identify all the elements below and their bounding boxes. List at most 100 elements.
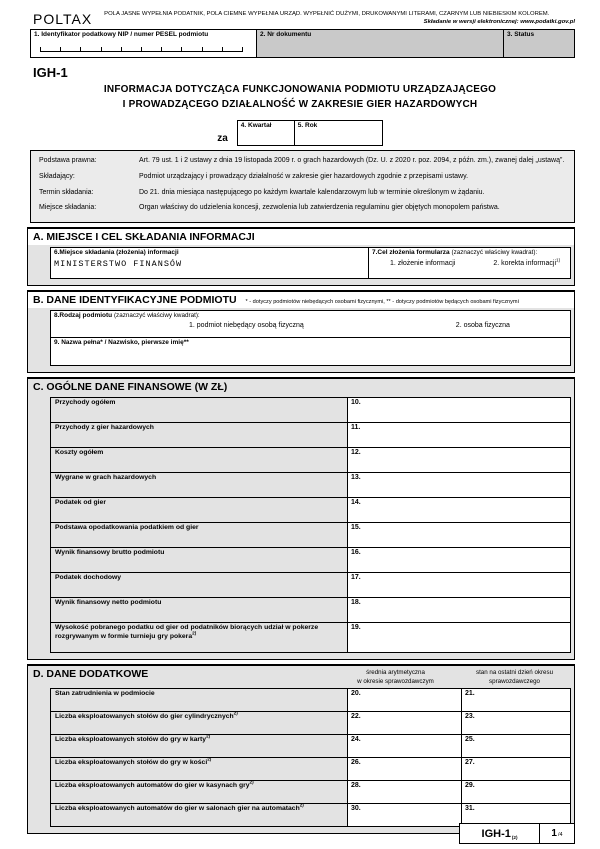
field-12[interactable]: 12. — [348, 448, 570, 473]
form-title: INFORMACJA DOTYCZĄCA FUNKCJONOWANIA PODM… — [0, 83, 600, 112]
legal-place-text: Organ właściwy do udzielenia koncesji, z… — [139, 204, 500, 212]
section-b: B. DANE IDENTYFIKACYJNE PODMIOTU * - dot… — [27, 290, 575, 374]
section-a: A. MIEJSCE I CEL SKŁADANIA INFORMACJI 6.… — [27, 227, 575, 287]
field-22[interactable]: 22. — [348, 711, 462, 734]
table-row: Liczba eksploatowanych stołów do gry w k… — [51, 734, 570, 758]
section-d-title: D. DANE DODATKOWE — [33, 668, 149, 681]
section-c-body: Przychody ogółem 10. Przychody z gier ha… — [28, 395, 574, 660]
table-row: Przychody z gier hazardowych 11. — [51, 423, 570, 449]
period-box: 4. Kwartał 5. Rok — [236, 120, 383, 146]
section-d-header: D. DANE DODATKOWE średnia arytmetyczna w… — [28, 666, 574, 686]
row-label: Stan zatrudnienia w podmiocie — [51, 688, 348, 711]
purpose-option-correction-text: 2. korekta informacji — [493, 260, 557, 268]
legal-row-place: Miejsce składania: Organ właściwy do udz… — [39, 203, 566, 213]
legal-filer-text: Podmiot urządzający i prowadzący działal… — [139, 172, 469, 180]
footer-page-number: 1 /4 — [540, 824, 574, 843]
field-17[interactable]: 17. — [348, 573, 570, 598]
field-26[interactable]: 26. — [348, 757, 462, 780]
legal-deadline-label: Termin składania: — [39, 188, 94, 196]
footer-form-version: (2) — [511, 835, 518, 840]
field-19[interactable]: 19. — [348, 623, 570, 653]
field-16[interactable]: 16. — [348, 548, 570, 573]
table-row: Liczba eksploatowanych automatów do gier… — [51, 780, 570, 804]
quarter-field[interactable]: 4. Kwartał — [238, 121, 295, 145]
legal-info-box: Podstawa prawna: Art. 79 ust. 1 i 2 usta… — [30, 150, 575, 224]
filing-purpose-label: 7.Cel złożenia formularza (zaznaczyć wła… — [372, 249, 567, 256]
table-row: Liczba eksploatowanych automatów do gier… — [51, 803, 570, 826]
year-label: 5. Rok — [297, 122, 318, 129]
column-header-average: średnia arytmetyczna w okresie sprawozda… — [357, 669, 434, 685]
row-label: Liczba eksploatowanych stołów do gier cy… — [51, 711, 348, 734]
filing-purpose-field: 7.Cel złożenia formularza (zaznaczyć wła… — [368, 247, 571, 280]
poltax-logo: POLTAX — [33, 11, 93, 27]
field-21[interactable]: 21. — [462, 688, 570, 711]
field-14[interactable]: 14. — [348, 498, 570, 523]
full-name-label: 9. Nazwa pełna* / Nazwisko, pierwsze imi… — [54, 339, 189, 347]
table-row: Liczba eksploatowanych stołów do gier cy… — [51, 711, 570, 735]
purpose-option-submission[interactable]: 1. złożenie informacji — [390, 260, 456, 268]
section-a-body: 6.Miejsce składania (złożenia) informacj… — [28, 245, 574, 286]
filing-place-value[interactable]: MINISTERSTWO FINANSÓW — [54, 259, 183, 270]
purpose-option-correction[interactable]: 2. korekta informacji1) — [493, 258, 560, 268]
field-28[interactable]: 28. — [348, 780, 462, 803]
year-field[interactable]: 5. Rok — [295, 121, 382, 145]
field-18[interactable]: 18. — [348, 598, 570, 623]
section-b-title-text: B. DANE IDENTYFIKACYJNE PODMIOTU — [33, 294, 237, 307]
field-25[interactable]: 25. — [462, 734, 570, 757]
table-row: Podatek dochodowy 17. — [51, 573, 570, 599]
row-label: Wynik finansowy netto podmiotu — [51, 598, 348, 623]
fill-instructions-line1: POLA JASNE WYPEŁNIA PODATNIK, POLA CIEMN… — [104, 11, 550, 17]
field-20[interactable]: 20. — [348, 688, 462, 711]
financial-table: Przychody ogółem 10. Przychody z gier ha… — [50, 397, 571, 654]
footer-form-code: IGH-1 (2) — [460, 824, 540, 843]
form-title-line1: INFORMACJA DOTYCZĄCA FUNKCJONOWANIA PODM… — [103, 84, 497, 95]
row-label: Liczba eksploatowanych automatów do gier… — [51, 780, 348, 803]
field-24[interactable]: 24. — [348, 734, 462, 757]
status-label: 3. Status — [507, 31, 535, 38]
field-27[interactable]: 27. — [462, 757, 570, 780]
section-a-title: A. MIEJSCE I CEL SKŁADANIA INFORMACJI — [33, 231, 255, 244]
entity-option-nonperson[interactable]: 1. podmiot niebędący osobą fizyczną — [189, 322, 304, 330]
row-label: Liczba eksploatowanych stołów do gry w k… — [51, 757, 348, 780]
legal-row-filer: Składający: Podmiot urządzający i prowad… — [39, 172, 566, 182]
nip-pesel-field[interactable]: 1. Identyfikator podatkowy NIP / numer P… — [31, 30, 257, 57]
filing-place-field[interactable]: 6.Miejsce składania (złożenia) informacj… — [50, 247, 368, 280]
field-10[interactable]: 10. — [348, 398, 570, 423]
section-d: D. DANE DODATKOWE średnia arytmetyczna w… — [27, 664, 575, 834]
document-number-field: 2. Nr dokumentu — [257, 30, 504, 57]
status-field: 3. Status — [504, 30, 574, 57]
full-name-field[interactable]: 9. Nazwa pełna* / Nazwisko, pierwsze imi… — [50, 338, 571, 367]
footer-page-current: 1 — [551, 828, 557, 839]
table-row: Przychody ogółem 10. — [51, 398, 570, 424]
field-31[interactable]: 31. — [462, 803, 570, 826]
legal-row-basis: Podstawa prawna: Art. 79 ust. 1 i 2 usta… — [39, 156, 566, 166]
section-c: C. OGÓLNE DANE FINANSOWE (W ZŁ) Przychod… — [27, 377, 575, 661]
footer-page-total: /4 — [557, 832, 563, 838]
table-row: Liczba eksploatowanych stołów do gry w k… — [51, 757, 570, 781]
row-label: Wynik finansowy brutto podmiotu — [51, 548, 348, 573]
field-13[interactable]: 13. — [348, 473, 570, 498]
section-b-footnote: * - dotyczy podmiotów niebędących osobam… — [245, 299, 519, 306]
nip-pesel-input-ticks[interactable] — [40, 47, 244, 52]
entity-type-hint: (zaznaczyć właściwy kwadrat): — [113, 312, 200, 320]
field-11[interactable]: 11. — [348, 423, 570, 448]
field-15[interactable]: 15. — [348, 523, 570, 548]
row-label: Podatek dochodowy — [51, 573, 348, 598]
table-row: Podatek od gier 14. — [51, 498, 570, 524]
identification-row: 1. Identyfikator podatkowy NIP / numer P… — [30, 29, 575, 58]
field-29[interactable]: 29. — [462, 780, 570, 803]
filing-purpose-hint: (zaznaczyć właściwy kwadrat): — [451, 249, 538, 257]
table-row: Wysokość pobranego podatku od gier od po… — [51, 623, 570, 653]
field-30[interactable]: 30. — [348, 803, 462, 826]
legal-row-deadline: Termin składania: Do 21. dnia miesiąca n… — [39, 188, 566, 198]
table-row: Koszty ogółem 12. — [51, 448, 570, 474]
section-d-body: Stan zatrudnienia w podmiocie 20. 21. Li… — [28, 685, 574, 833]
form-code: IGH-1 — [33, 65, 68, 80]
row-label: Podstawa opodatkowania podatkiem od gier — [51, 523, 348, 548]
field-23[interactable]: 23. — [462, 711, 570, 734]
entity-type-field: 8.Rodzaj podmiotu (zaznaczyć właściwy kw… — [50, 310, 571, 339]
additional-data-table: Stan zatrudnienia w podmiocie 20. 21. Li… — [50, 687, 571, 827]
entity-option-person[interactable]: 2. osoba fizyczna — [455, 322, 510, 330]
quarter-label: 4. Kwartał — [240, 122, 272, 129]
